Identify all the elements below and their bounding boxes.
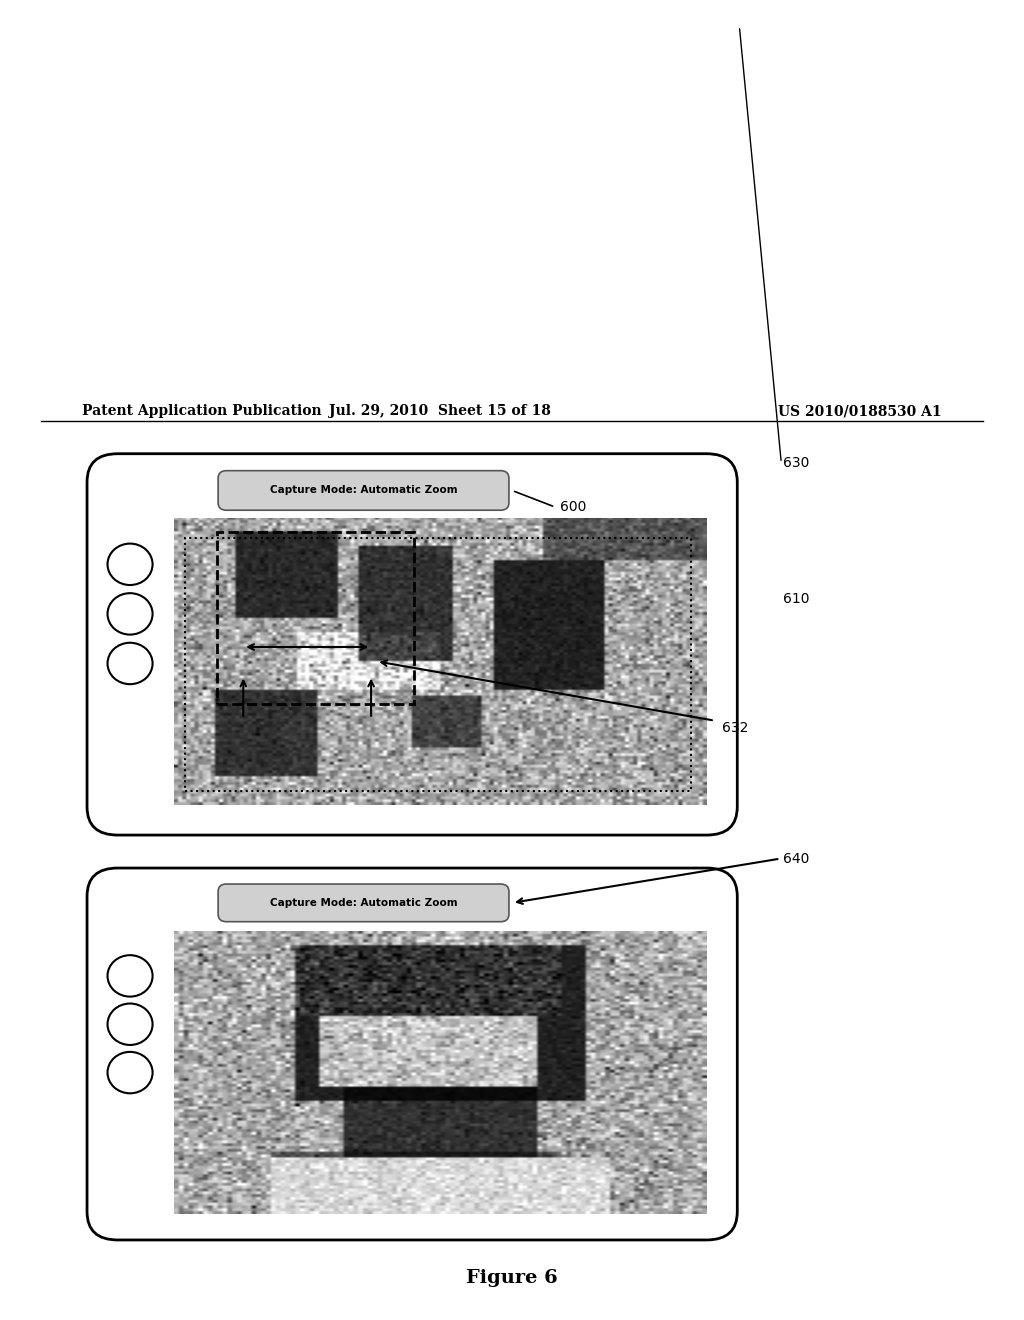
Text: 632: 632	[722, 721, 749, 735]
Text: 610: 610	[783, 591, 810, 606]
Circle shape	[108, 544, 153, 585]
Text: 640: 640	[783, 851, 810, 866]
Text: Jul. 29, 2010  Sheet 15 of 18: Jul. 29, 2010 Sheet 15 of 18	[330, 404, 551, 418]
Circle shape	[108, 643, 153, 684]
FancyBboxPatch shape	[87, 454, 737, 836]
Text: Capture Mode: Automatic Zoom: Capture Mode: Automatic Zoom	[269, 898, 458, 908]
Text: Capture Mode: Automatic Zoom: Capture Mode: Automatic Zoom	[269, 486, 458, 495]
FancyBboxPatch shape	[218, 884, 509, 921]
Text: Figure 6: Figure 6	[466, 1269, 558, 1287]
Circle shape	[108, 1003, 153, 1045]
FancyBboxPatch shape	[87, 869, 737, 1239]
Circle shape	[108, 956, 153, 997]
Text: 630: 630	[783, 457, 810, 470]
Text: 600: 600	[560, 500, 587, 513]
Text: US 2010/0188530 A1: US 2010/0188530 A1	[778, 404, 942, 418]
Text: Patent Application Publication: Patent Application Publication	[82, 404, 322, 418]
Circle shape	[108, 1052, 153, 1093]
Circle shape	[108, 593, 153, 635]
FancyBboxPatch shape	[218, 471, 509, 511]
